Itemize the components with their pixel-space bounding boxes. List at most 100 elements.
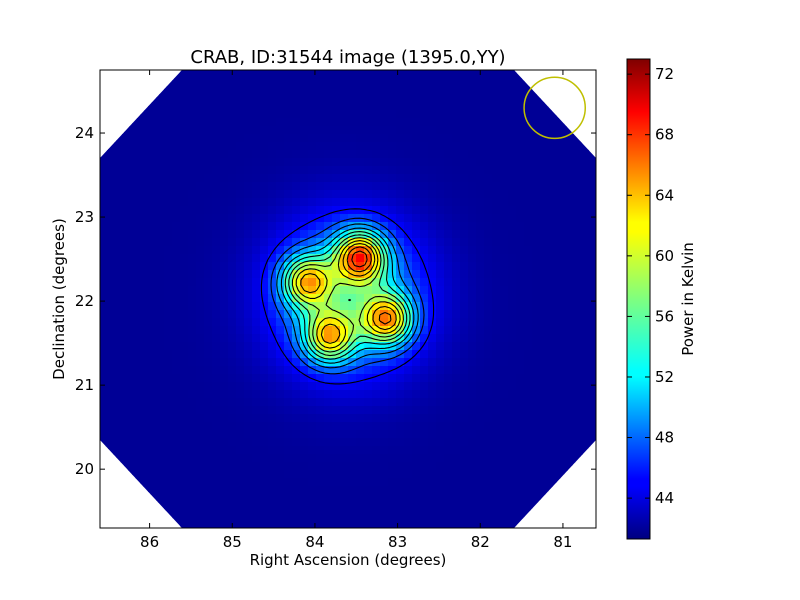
heatmap-cell: [460, 526, 469, 528]
heatmap-cell: [420, 126, 429, 135]
heatmap-cell: [172, 494, 181, 503]
heatmap-cell: [164, 206, 173, 215]
heatmap-cell: [180, 270, 189, 279]
heatmap-cell: [268, 230, 277, 239]
heatmap-cell: [492, 174, 501, 183]
heatmap-cell: [468, 358, 477, 367]
heatmap-cell: [460, 278, 469, 287]
heatmap-cell: [564, 438, 573, 447]
heatmap-cell: [452, 406, 461, 415]
heatmap-cell: [348, 406, 357, 415]
heatmap-cell: [188, 158, 197, 167]
heatmap-cell: [468, 406, 477, 415]
heatmap-cell: [108, 430, 117, 439]
heatmap-cell: [484, 142, 493, 151]
heatmap-cell: [236, 510, 245, 519]
heatmap-cell: [308, 470, 317, 479]
heatmap-cell: [164, 310, 173, 319]
heatmap-cell: [428, 126, 437, 135]
heatmap-cell: [132, 422, 141, 431]
heatmap-cell: [268, 526, 277, 528]
heatmap-cell: [420, 390, 429, 399]
heatmap-cell: [188, 222, 197, 231]
heatmap-cell: [420, 478, 429, 487]
heatmap-cell: [268, 318, 277, 327]
heatmap-cell: [212, 398, 221, 407]
heatmap-cell: [508, 406, 517, 415]
heatmap-cell: [148, 470, 157, 479]
heatmap-cell: [476, 390, 485, 399]
heatmap-cell: [580, 398, 589, 407]
heatmap-cell: [252, 438, 261, 447]
heatmap-cell: [124, 390, 133, 399]
heatmap-cell: [540, 374, 549, 383]
heatmap-cell: [460, 518, 469, 527]
heatmap-cell: [164, 254, 173, 263]
heatmap-cell: [372, 382, 381, 391]
heatmap-cell: [100, 190, 109, 199]
heatmap-cell: [540, 342, 549, 351]
heatmap-cell: [340, 366, 349, 375]
heatmap-cell: [356, 302, 365, 311]
heatmap-cell: [276, 70, 285, 79]
heatmap-cell: [340, 86, 349, 95]
heatmap-cell: [316, 118, 325, 127]
heatmap-cell: [260, 126, 269, 135]
heatmap-cell: [284, 286, 293, 295]
heatmap-cell: [220, 358, 229, 367]
heatmap-cell: [540, 206, 549, 215]
heatmap-cell: [212, 454, 221, 463]
heatmap-cell: [180, 182, 189, 191]
heatmap-cell: [420, 326, 429, 335]
heatmap-cell: [100, 398, 109, 407]
heatmap-cell: [572, 454, 581, 463]
heatmap-cell: [244, 502, 253, 511]
heatmap-cell: [468, 414, 477, 423]
heatmap-cell: [284, 494, 293, 503]
heatmap-cell: [540, 470, 549, 479]
heatmap-cell: [196, 486, 205, 495]
heatmap-cell: [452, 158, 461, 167]
heatmap-cell: [156, 126, 165, 135]
x-axis-ticks: 86 85 84 83 82 81: [140, 70, 572, 551]
heatmap-cell: [228, 246, 237, 255]
heatmap-cell: [204, 278, 213, 287]
heatmap-cell: [516, 190, 525, 199]
heatmap-cell: [284, 110, 293, 119]
heatmap-cell: [332, 118, 341, 127]
heatmap-cell: [164, 334, 173, 343]
heatmap-cell: [132, 446, 141, 455]
heatmap-cell: [404, 326, 413, 335]
heatmap-cell: [396, 206, 405, 215]
heatmap-cell: [284, 406, 293, 415]
heatmap-cell: [532, 278, 541, 287]
heatmap-cell: [220, 366, 229, 375]
heatmap-cell: [500, 494, 509, 503]
heatmap-cell: [348, 230, 357, 239]
heatmap-cell: [276, 398, 285, 407]
heatmap-cell: [572, 198, 581, 207]
heatmap-cell: [548, 446, 557, 455]
colorbar-label: Power in Kelvin: [679, 242, 697, 356]
heatmap-cell: [268, 206, 277, 215]
heatmap-cell: [108, 142, 117, 151]
heatmap-cell: [292, 510, 301, 519]
heatmap-cell: [164, 166, 173, 175]
heatmap-cell: [228, 438, 237, 447]
heatmap-cell: [100, 294, 109, 303]
contour-line: [288, 234, 408, 357]
heatmap-cell: [508, 430, 517, 439]
heatmap-cell: [524, 486, 533, 495]
heatmap-cell: [452, 438, 461, 447]
heatmap-cell: [292, 78, 301, 87]
heatmap-cell: [284, 230, 293, 239]
heatmap-cell: [316, 366, 325, 375]
heatmap-cell: [340, 518, 349, 527]
heatmap-cell: [260, 174, 269, 183]
heatmap-cell: [548, 406, 557, 415]
heatmap-cell: [500, 462, 509, 471]
heatmap-cell: [100, 222, 109, 231]
heatmap-cell: [244, 134, 253, 143]
heatmap-cell: [548, 230, 557, 239]
heatmap-cell: [140, 222, 149, 231]
